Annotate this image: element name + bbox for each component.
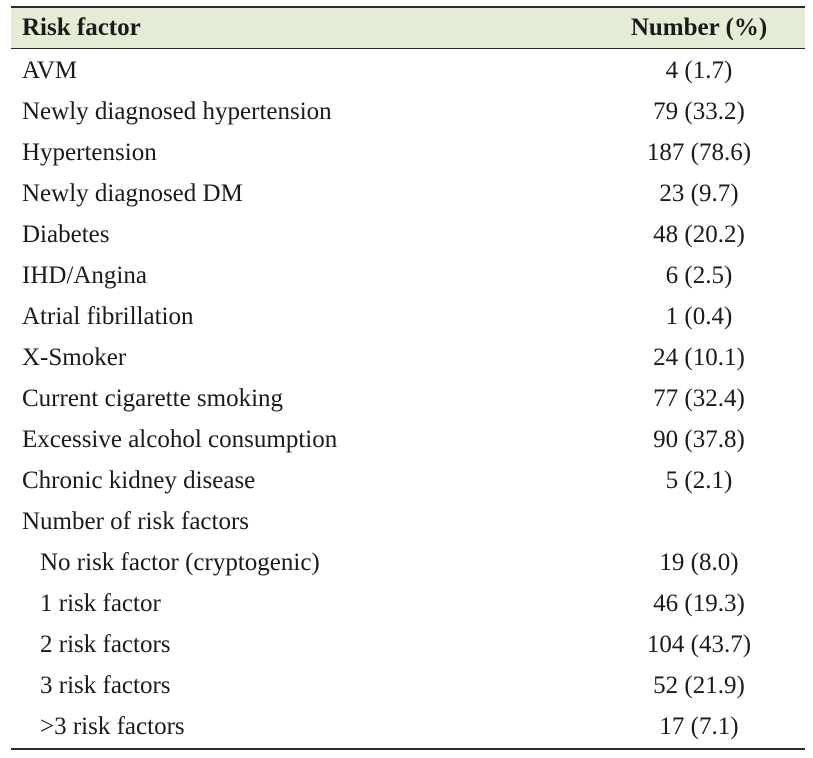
- table-row: Newly diagnosed DM 23 (9.7): [11, 173, 805, 214]
- table-row: Diabetes 48 (20.2): [11, 214, 805, 255]
- row-label: Newly diagnosed DM: [22, 179, 243, 207]
- row-label: 2 risk factors: [40, 630, 171, 658]
- row-value: 1 (0.4): [665, 302, 733, 330]
- row-label: Chronic kidney disease: [22, 466, 256, 494]
- row-label: Atrial fibrillation: [22, 302, 194, 330]
- table-body: AVM 4 (1.7) Newly diagnosed hypertension 79…: [11, 49, 805, 747]
- row-label: AVM: [22, 56, 78, 84]
- table-top-rule: [11, 6, 805, 8]
- table-row: 3 risk factors 52 (21.9): [11, 665, 805, 706]
- row-label: No risk factor (cryptogenic): [40, 548, 320, 576]
- row-value: 187 (78.6): [646, 138, 752, 166]
- row-label: 3 risk factors: [40, 671, 171, 699]
- row-label: X-Smoker: [22, 343, 127, 371]
- table-row: Excessive alcohol consumption 90 (37.8): [11, 419, 805, 460]
- row-value: 4 (1.7): [665, 56, 733, 84]
- row-value: 24 (10.1): [653, 343, 745, 371]
- table-row: IHD/Angina 6 (2.5): [11, 255, 805, 296]
- row-value: 48 (20.2): [653, 220, 745, 248]
- row-label: Hypertension: [22, 138, 157, 166]
- row-value: 104 (43.7): [646, 630, 752, 658]
- row-value: 5 (2.1): [665, 466, 733, 494]
- row-value: 46 (19.3): [653, 589, 745, 617]
- row-value: 17 (7.1): [659, 712, 739, 740]
- row-label: Diabetes: [22, 220, 110, 248]
- row-label: Current cigarette smoking: [22, 384, 284, 412]
- table-header: Risk factor Number (%): [11, 8, 805, 49]
- table-row: >3 risk factors 17 (7.1): [11, 706, 805, 747]
- table-row: Number of risk factors: [11, 501, 805, 542]
- row-value: 19 (8.0): [659, 548, 739, 576]
- row-value: 23 (9.7): [659, 179, 739, 207]
- row-label: IHD/Angina: [22, 261, 147, 289]
- row-label: Newly diagnosed hypertension: [22, 97, 332, 125]
- table-row: AVM 4 (1.7): [11, 50, 805, 91]
- table-bottom-rule: [11, 748, 805, 750]
- table-row: Atrial fibrillation 1 (0.4): [11, 296, 805, 337]
- table-row: No risk factor (cryptogenic) 19 (8.0): [11, 542, 805, 583]
- row-label: >3 risk factors: [40, 712, 185, 740]
- table-row: 2 risk factors 104 (43.7): [11, 624, 805, 665]
- row-value: 90 (37.8): [653, 425, 745, 453]
- row-label: 1 risk factor: [40, 589, 161, 617]
- header-risk-factor: Risk factor: [22, 14, 141, 41]
- header-number: Number (%): [630, 14, 768, 41]
- row-value: 6 (2.5): [665, 261, 733, 289]
- table-row: Hypertension 187 (78.6): [11, 132, 805, 173]
- row-value: 77 (32.4): [653, 384, 745, 412]
- row-value: 79 (33.2): [653, 97, 745, 125]
- table-row: Chronic kidney disease 5 (2.1): [11, 460, 805, 501]
- table-row: Newly diagnosed hypertension 79 (33.2): [11, 91, 805, 132]
- table-row: X-Smoker 24 (10.1): [11, 337, 805, 378]
- row-value: 52 (21.9): [653, 671, 745, 699]
- row-label: Excessive alcohol consumption: [22, 425, 338, 453]
- table-row: 1 risk factor 46 (19.3): [11, 583, 805, 624]
- risk-factor-table: Risk factor Number (%) AVM 4 (1.7) Newly d…: [11, 6, 805, 750]
- table-row: Current cigarette smoking 77 (32.4): [11, 378, 805, 419]
- row-label: Number of risk factors: [22, 507, 250, 535]
